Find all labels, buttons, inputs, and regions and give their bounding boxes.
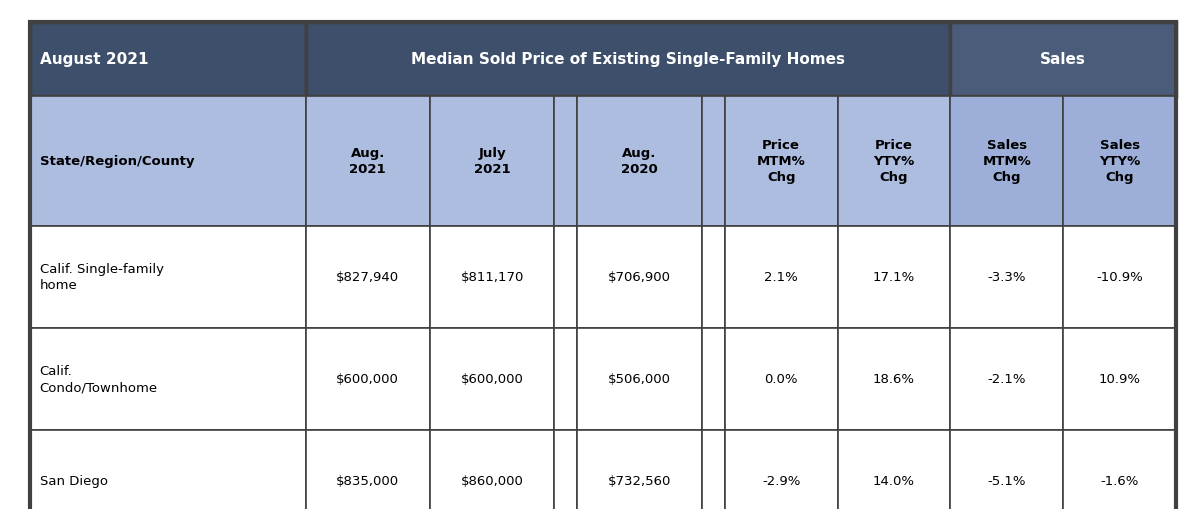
Bar: [554, 97, 577, 227]
Bar: [838, 97, 950, 227]
Bar: [30, 227, 306, 328]
Text: Calif. Single-family
home: Calif. Single-family home: [40, 263, 163, 292]
Bar: [702, 430, 725, 509]
Text: -2.1%: -2.1%: [988, 373, 1026, 386]
Text: $860,000: $860,000: [461, 474, 523, 488]
Text: $835,000: $835,000: [336, 474, 400, 488]
Text: $600,000: $600,000: [461, 373, 523, 386]
Text: Median Sold Price of Existing Single-Family Homes: Median Sold Price of Existing Single-Fam…: [410, 52, 845, 67]
Bar: [430, 97, 554, 227]
Bar: [306, 430, 430, 509]
Bar: [950, 97, 1063, 227]
Text: 0.0%: 0.0%: [764, 373, 798, 386]
Text: $506,000: $506,000: [608, 373, 671, 386]
Text: 17.1%: 17.1%: [872, 271, 916, 284]
Text: Price
MTM%
Chg: Price MTM% Chg: [757, 139, 805, 184]
Text: Calif.
Condo/Townhome: Calif. Condo/Townhome: [40, 365, 157, 393]
Bar: [838, 328, 950, 430]
Bar: [554, 430, 577, 509]
Text: Aug.
2021: Aug. 2021: [349, 147, 386, 176]
Text: Sales
MTM%
Chg: Sales MTM% Chg: [983, 139, 1031, 184]
Text: 14.0%: 14.0%: [872, 474, 914, 488]
Text: July
2021: July 2021: [474, 147, 510, 176]
Bar: [725, 430, 838, 509]
Bar: [554, 227, 577, 328]
Bar: [725, 97, 838, 227]
Bar: [306, 97, 430, 227]
Bar: [30, 430, 306, 509]
Text: $706,900: $706,900: [608, 271, 671, 284]
Bar: [950, 430, 1063, 509]
Bar: [725, 227, 838, 328]
Bar: [577, 97, 702, 227]
Bar: [577, 328, 702, 430]
Bar: [306, 23, 950, 97]
Bar: [430, 227, 554, 328]
Bar: [838, 430, 950, 509]
Text: 2.1%: 2.1%: [764, 271, 798, 284]
Text: $811,170: $811,170: [461, 271, 524, 284]
Text: Price
YTY%
Chg: Price YTY% Chg: [874, 139, 914, 184]
Bar: [725, 328, 838, 430]
Text: -3.3%: -3.3%: [988, 271, 1026, 284]
Bar: [554, 328, 577, 430]
Text: 18.6%: 18.6%: [872, 373, 914, 386]
Bar: [950, 227, 1063, 328]
Bar: [430, 430, 554, 509]
Bar: [577, 430, 702, 509]
Bar: [306, 328, 430, 430]
Bar: [30, 328, 306, 430]
Bar: [1063, 430, 1176, 509]
Text: Sales: Sales: [1040, 52, 1086, 67]
Bar: [950, 23, 1176, 97]
Bar: [1063, 328, 1176, 430]
Text: Sales
YTY%
Chg: Sales YTY% Chg: [1099, 139, 1140, 184]
Text: $827,940: $827,940: [336, 271, 400, 284]
Text: August 2021: August 2021: [40, 52, 148, 67]
Text: Aug.
2020: Aug. 2020: [622, 147, 658, 176]
Bar: [306, 227, 430, 328]
Text: 10.9%: 10.9%: [1098, 373, 1140, 386]
Bar: [430, 328, 554, 430]
Bar: [702, 97, 725, 227]
Bar: [30, 97, 306, 227]
Bar: [577, 227, 702, 328]
Text: San Diego: San Diego: [40, 474, 108, 488]
Bar: [838, 227, 950, 328]
Text: -2.9%: -2.9%: [762, 474, 800, 488]
Bar: [702, 328, 725, 430]
Bar: [1063, 97, 1176, 227]
Text: State/Region/County: State/Region/County: [40, 155, 194, 168]
Text: -10.9%: -10.9%: [1097, 271, 1142, 284]
Text: -1.6%: -1.6%: [1100, 474, 1139, 488]
Text: -5.1%: -5.1%: [988, 474, 1026, 488]
Bar: [1063, 227, 1176, 328]
Bar: [30, 23, 306, 97]
Text: $732,560: $732,560: [608, 474, 671, 488]
Bar: [950, 328, 1063, 430]
Bar: [702, 227, 725, 328]
Text: $600,000: $600,000: [336, 373, 400, 386]
